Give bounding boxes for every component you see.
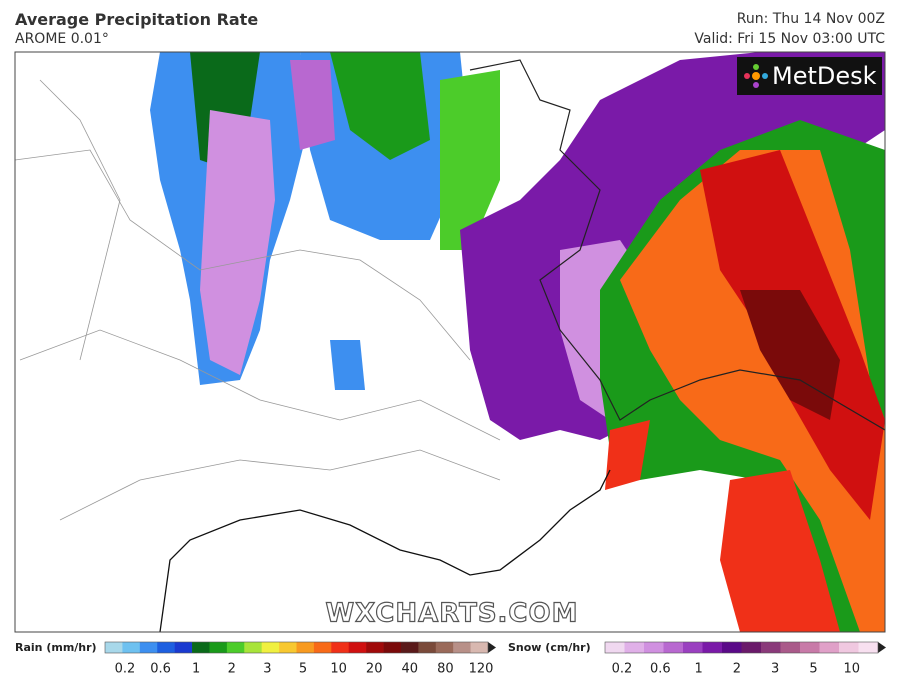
snow-swatch	[741, 642, 762, 653]
rain-tick-label: 80	[437, 662, 454, 677]
rain-swatch	[470, 642, 489, 653]
rain-swatch	[209, 642, 228, 653]
rain-tick-label: 5	[299, 662, 307, 677]
subtitle: AROME 0.01°	[15, 31, 109, 47]
logo-icon	[744, 64, 768, 88]
snow-swatch	[858, 642, 879, 653]
snow-arrow	[878, 642, 886, 653]
watermark: WXCHARTS.COM	[325, 599, 578, 629]
rain-swatch	[331, 642, 350, 653]
snow-tick-label: 0.6	[650, 662, 671, 677]
snow-swatch	[683, 642, 703, 653]
snow-swatch	[800, 642, 820, 653]
rain-swatch	[122, 642, 141, 653]
snow-swatch	[780, 642, 801, 653]
rain-swatch	[174, 642, 193, 653]
snow-tick-label: 3	[771, 662, 779, 677]
rain-swatch	[157, 642, 175, 653]
rain-tick-label: 0.6	[150, 662, 171, 677]
rain-tick-label: 20	[366, 662, 383, 677]
snow-swatch	[663, 642, 684, 653]
snow-tick-label: 5	[809, 662, 817, 677]
rain-swatch	[139, 642, 158, 653]
logo-text: MetDesk	[772, 62, 877, 90]
snow-swatch	[644, 642, 664, 653]
rain-swatch	[261, 642, 280, 653]
snow-bar-outline	[604, 641, 879, 654]
rain-tick-label: 120	[469, 662, 494, 677]
rain-swatch	[383, 642, 402, 653]
valid-time: Valid: Fri 15 Nov 03:00 UTC	[694, 31, 885, 47]
rain-swatch	[192, 642, 210, 653]
rain-tick-label: 3	[263, 662, 271, 677]
snow-tick-label: 1	[694, 662, 702, 677]
rain-tick-label: 40	[402, 662, 419, 677]
snow-swatch	[605, 642, 625, 653]
rain-swatch	[400, 642, 419, 653]
snow-swatch	[702, 642, 723, 653]
logo-box	[737, 57, 882, 95]
run-time: Run: Thu 14 Nov 00Z	[736, 11, 885, 27]
rain-bar-outline	[104, 641, 489, 654]
snow-swatch	[819, 642, 840, 653]
rain-swatch	[453, 642, 471, 653]
rain-swatch	[313, 642, 332, 653]
rain-swatch	[435, 642, 454, 653]
snow-swatch	[624, 642, 645, 653]
rain-swatch	[105, 642, 123, 653]
rain-tick-label: 10	[330, 662, 347, 677]
rain-swatch	[366, 642, 384, 653]
rain-swatch	[348, 642, 367, 653]
title: Average Precipitation Rate	[15, 10, 259, 29]
rain-legend-label: Rain (mm/hr)	[15, 641, 97, 654]
rain-swatch	[226, 642, 245, 653]
snow-tick-label: 10	[844, 662, 861, 677]
snow-tick-label: 0.2	[612, 662, 633, 677]
snow-swatch	[839, 642, 859, 653]
snow-legend-label: Snow (cm/hr)	[508, 641, 591, 654]
snow-swatch	[722, 642, 742, 653]
snow-tick-label: 2	[733, 662, 741, 677]
rain-tick-label: 1	[192, 662, 200, 677]
rain-swatch	[244, 642, 262, 653]
precip-field	[15, 52, 885, 632]
rain-tick-label: 0.2	[115, 662, 136, 677]
rain-tick-label: 2	[228, 662, 236, 677]
rain-swatch	[296, 642, 315, 653]
rain-swatch	[279, 642, 297, 653]
rain-arrow	[488, 642, 496, 653]
rain-swatch	[418, 642, 437, 653]
borders	[15, 79, 501, 521]
snow-swatch	[761, 642, 781, 653]
